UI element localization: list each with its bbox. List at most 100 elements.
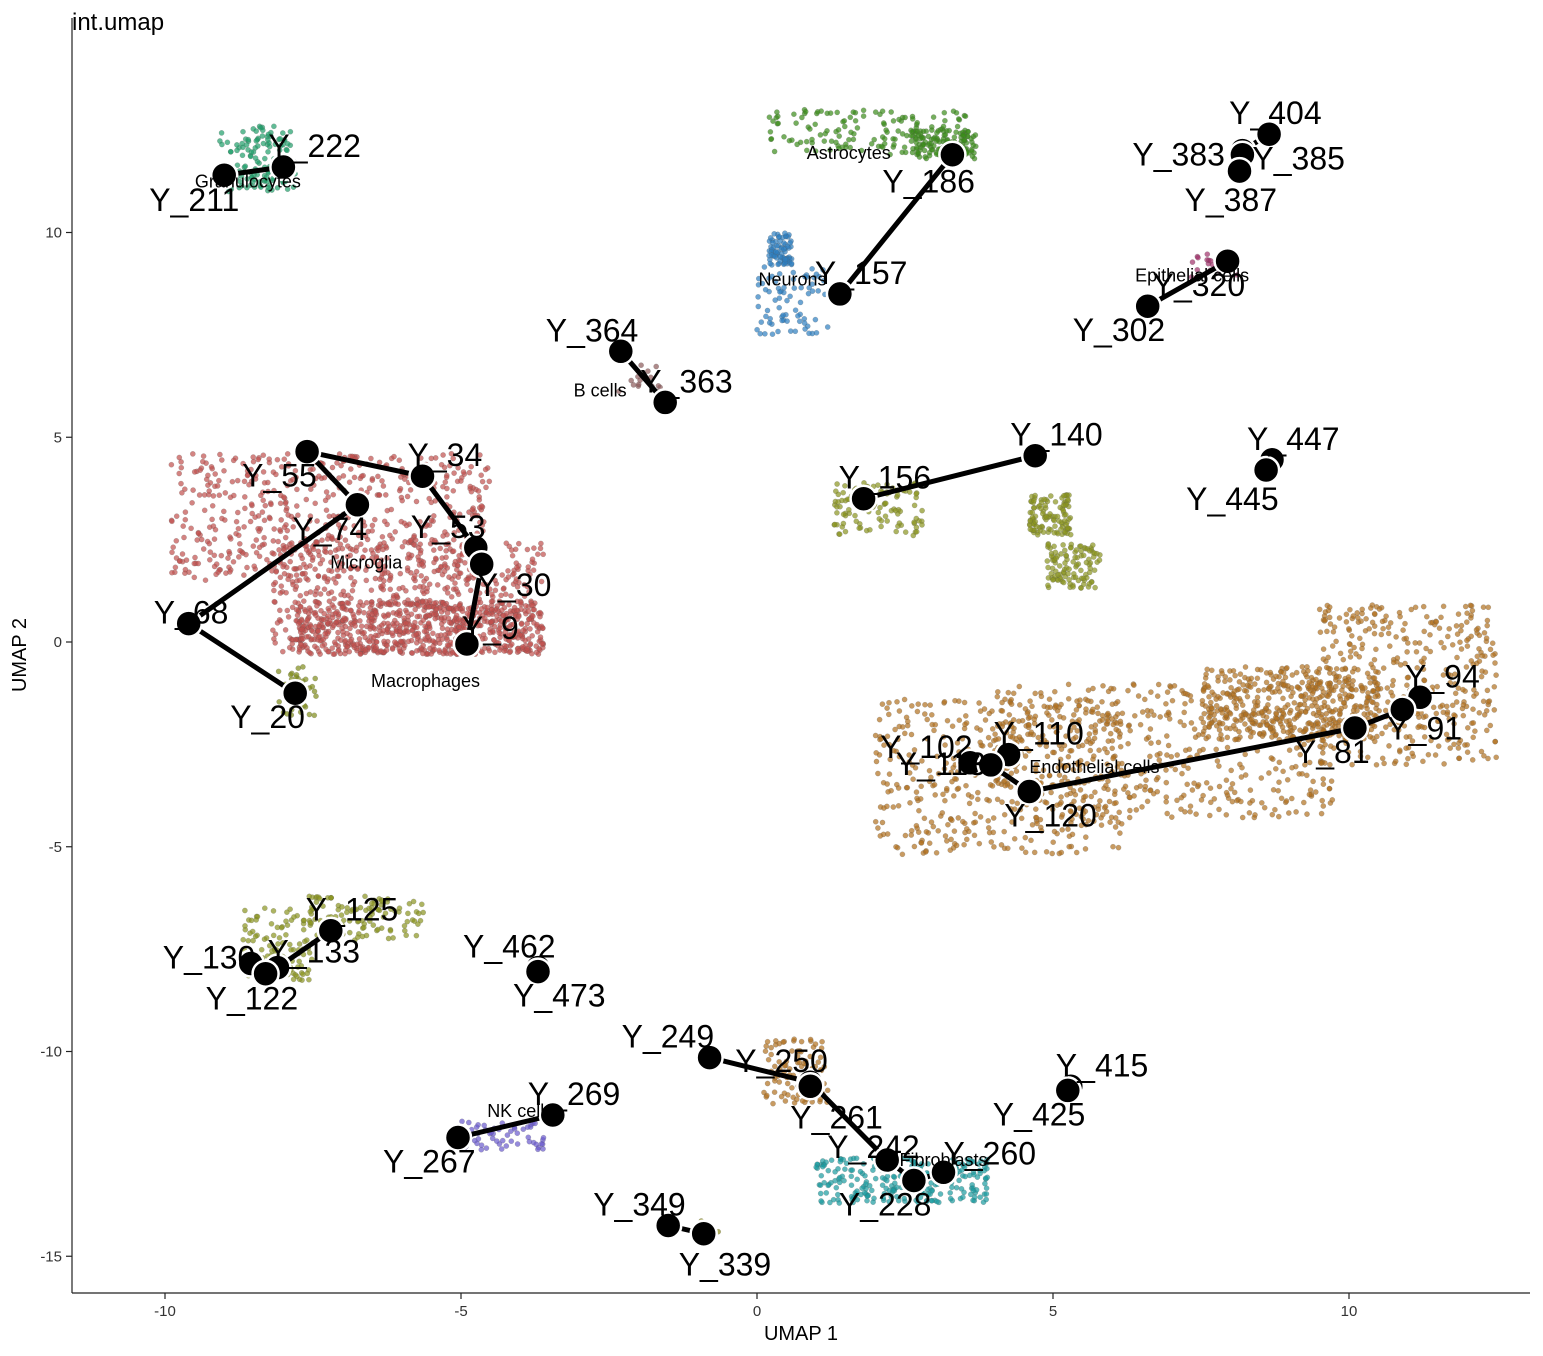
cell-point (289, 604, 296, 611)
cell-point (537, 545, 544, 552)
cell-point (299, 555, 306, 562)
cell-point (1432, 752, 1439, 758)
cell-point (1192, 734, 1199, 741)
cell-point (1163, 779, 1170, 786)
cell-point (918, 840, 925, 846)
cell-point (309, 683, 316, 690)
cell-point (782, 1098, 789, 1104)
cell-point (234, 147, 240, 154)
cell-point (1066, 843, 1073, 850)
cell-point (1157, 714, 1164, 720)
cell-point (531, 545, 537, 551)
cell-point (385, 935, 392, 942)
cell-point (1034, 531, 1041, 538)
cell-point (396, 607, 403, 614)
cell-point (300, 598, 307, 604)
cell-point (879, 819, 886, 826)
cell-point (1051, 543, 1057, 550)
cell-point (1206, 714, 1212, 721)
cell-point (271, 526, 278, 532)
cell-point (371, 516, 378, 523)
cell-point (1206, 720, 1213, 727)
cell-point (1216, 783, 1223, 790)
cell-point (886, 771, 893, 777)
cell-point (420, 642, 427, 649)
cell-point (1468, 615, 1474, 621)
cell-point (882, 500, 889, 507)
cell-point (277, 574, 284, 581)
cell-point (1086, 547, 1093, 554)
cell-point (835, 499, 842, 505)
cell-point (913, 528, 920, 535)
cell-point (836, 531, 843, 538)
cell-point (257, 492, 264, 499)
cell-point (1252, 812, 1258, 818)
cell-point (497, 625, 503, 632)
cell-point (451, 573, 458, 579)
cell-point (346, 479, 353, 486)
cell-point (1066, 576, 1072, 583)
cell-point (947, 847, 954, 854)
cell-point (1438, 639, 1444, 646)
cell-point (285, 614, 292, 620)
cell-point (285, 576, 291, 583)
cell-point (907, 799, 913, 806)
cell-point (227, 494, 234, 501)
cell-point (278, 517, 285, 523)
cell-point (457, 570, 464, 577)
cell-point (476, 494, 483, 500)
cell-point (842, 528, 849, 535)
cell-point (1082, 834, 1089, 840)
cell-point (908, 832, 915, 838)
cell-point (1286, 747, 1293, 754)
cell-point (1065, 570, 1071, 577)
cell-point (966, 800, 973, 807)
cell-point (1031, 849, 1038, 856)
cell-point (1392, 758, 1399, 765)
cell-point (1284, 776, 1291, 783)
cell-point (1060, 502, 1067, 509)
cell-point (430, 630, 436, 637)
cell-point (955, 815, 962, 821)
cell-point (755, 303, 762, 310)
cell-point (787, 293, 793, 300)
cell-point (191, 469, 198, 475)
cell-point (294, 486, 300, 493)
cell-point (990, 829, 997, 836)
cell-point (208, 463, 215, 470)
cell-point (1237, 761, 1243, 768)
cell-point (1224, 691, 1230, 697)
cell-point (920, 141, 927, 148)
cell-point (1280, 710, 1287, 716)
cell-point (315, 628, 322, 634)
cell-point (890, 1173, 897, 1180)
cell-point (976, 700, 982, 706)
cell-point (537, 609, 543, 616)
cell-point (1359, 606, 1366, 613)
cell-point (1168, 814, 1175, 820)
cell-point (1004, 845, 1011, 852)
cell-point (418, 572, 425, 579)
cell-point (306, 976, 312, 983)
cell-point (351, 474, 358, 481)
cell-point (1067, 531, 1074, 538)
cell-point (340, 473, 347, 479)
cell-point (417, 518, 423, 525)
cell-point (440, 452, 446, 458)
cell-point (1464, 724, 1471, 731)
cell-point (943, 785, 950, 792)
cell-point (1493, 672, 1499, 678)
cell-point (456, 511, 463, 518)
cell-point (285, 463, 292, 469)
cell-point (1299, 663, 1306, 670)
cell-point (387, 927, 394, 934)
cell-point (1350, 613, 1357, 619)
cell-point (1078, 585, 1084, 591)
cell-point (180, 523, 187, 529)
cell-point (508, 592, 514, 599)
cell-point (1247, 684, 1254, 690)
cell-point (834, 109, 841, 116)
cell-point (1028, 837, 1034, 844)
cell-point (325, 494, 332, 500)
cell-point (884, 781, 891, 787)
